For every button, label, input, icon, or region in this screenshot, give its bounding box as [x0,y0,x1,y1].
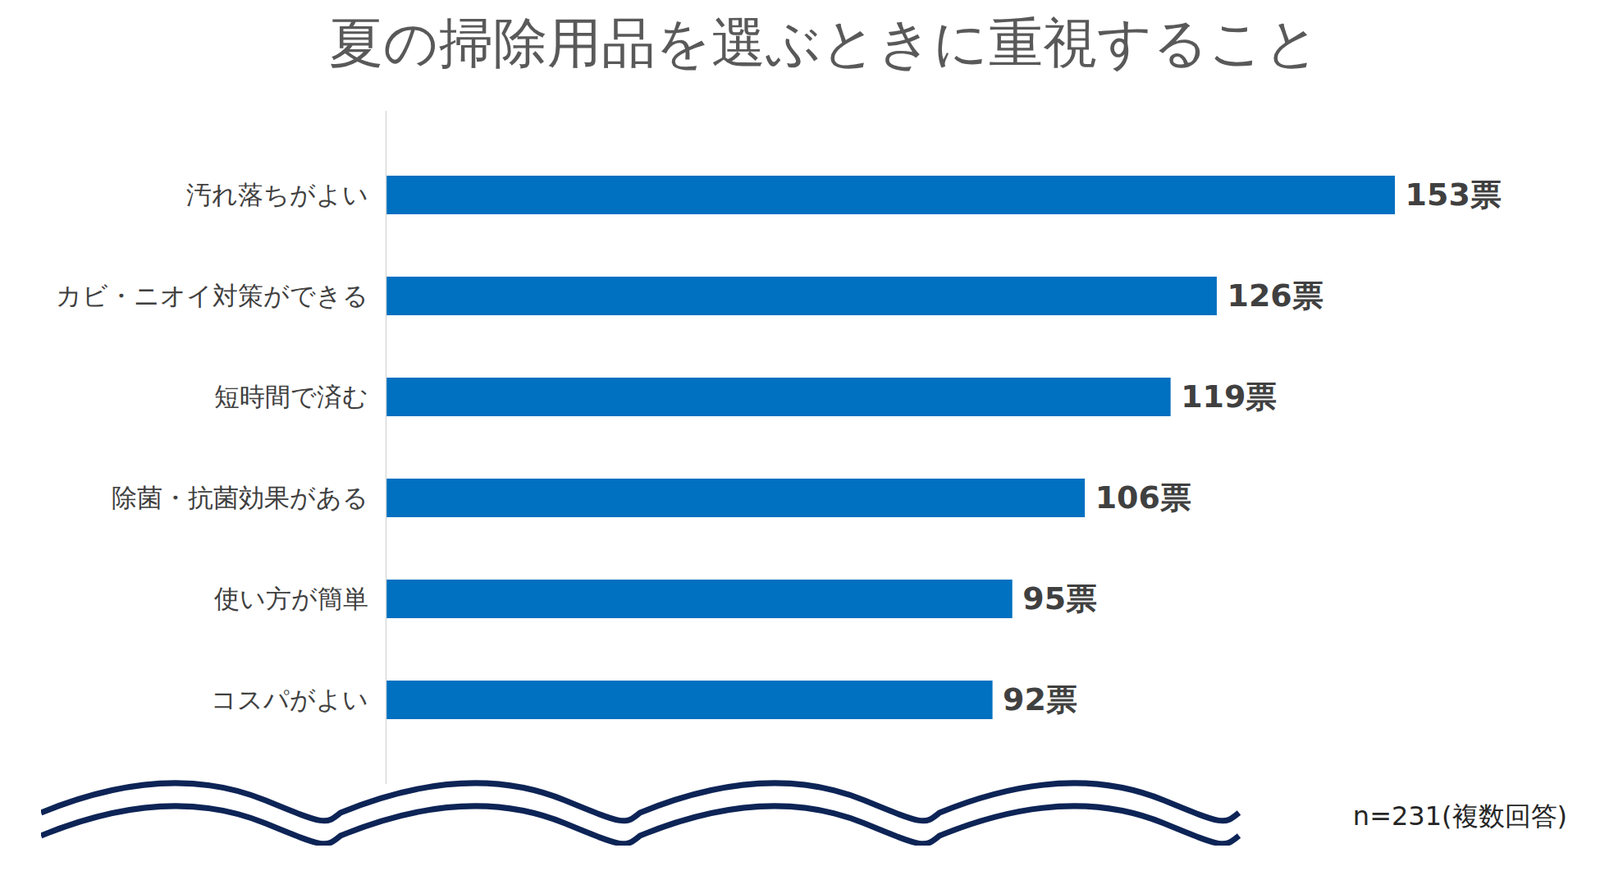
svg-text:汚れ落ちがよい: 汚れ落ちがよい [186,179,369,210]
svg-text:92票: 92票 [1002,681,1078,718]
svg-text:153票: 153票 [1405,176,1502,213]
svg-text:カビ・ニオイ対策ができる: カビ・ニオイ対策ができる [55,280,369,311]
svg-text:106票: 106票 [1095,479,1192,516]
svg-text:119票: 119票 [1180,378,1277,415]
svg-text:95票: 95票 [1022,580,1098,617]
html-text:夏の掃除用品を選ぶときに重視すること: 夏の掃除用品を選ぶときに重視すること [329,11,1321,75]
svg-text:コスパがよい: コスパがよい [210,684,369,714]
svg-text:短時間で済む: 短時間で済む [214,381,369,412]
html-text:n=231(複数回答): n=231(複数回答) [1352,800,1568,832]
svg-text:除菌・抗菌効果がある: 除菌・抗菌効果がある [111,482,369,512]
svg-text:126票: 126票 [1226,277,1323,314]
svg-text:使い方が簡単: 使い方が簡単 [214,583,369,613]
